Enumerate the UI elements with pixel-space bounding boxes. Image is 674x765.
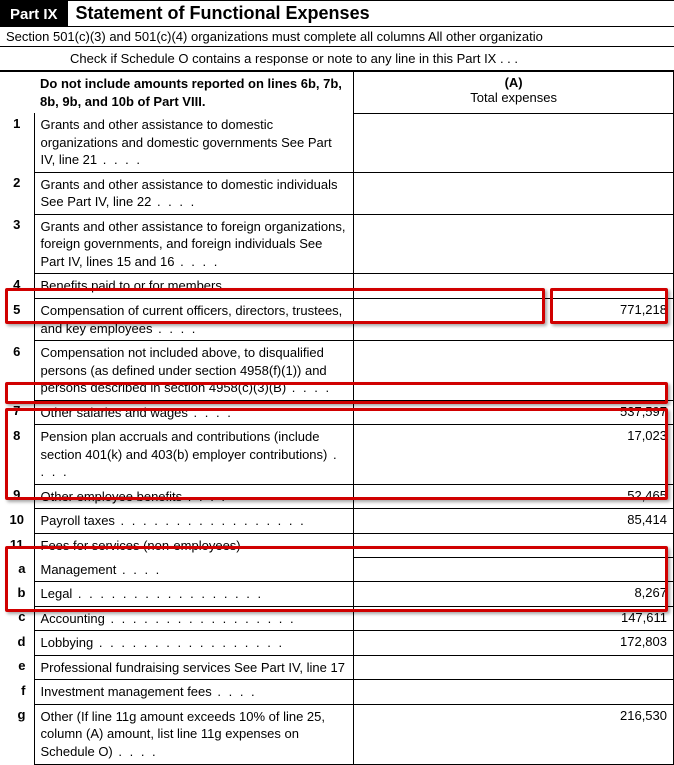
row-num: f [0, 680, 34, 705]
table-header-row: Do not include amounts reported on lines… [0, 72, 674, 114]
row-num: 4 [0, 274, 34, 299]
row-amount: 85,414 [354, 509, 674, 534]
part-header: Part IX Statement of Functional Expenses [0, 0, 674, 27]
row-amount [354, 534, 674, 558]
row-desc: Other (If line 11g amount exceeds 10% of… [34, 704, 354, 764]
row-num: 6 [0, 341, 34, 401]
row-desc: Management [34, 558, 354, 582]
row-desc: Grants and other assistance to domestic … [34, 172, 354, 214]
table-row: 5 Compensation of current officers, dire… [0, 299, 674, 341]
table-row: 6 Compensation not included above, to di… [0, 341, 674, 401]
table-row: 1 Grants and other assistance to domesti… [0, 113, 674, 172]
row-amount [354, 680, 674, 705]
row-desc: Lobbying [34, 631, 354, 656]
row-amount [354, 341, 674, 401]
row-amount [354, 214, 674, 274]
instructions-cell: Do not include amounts reported on lines… [34, 72, 354, 114]
row-amount [354, 558, 674, 582]
section-note: Section 501(c)(3) and 501(c)(4) organiza… [0, 27, 674, 47]
table-row: 7 Other salaries and wages 537,597 [0, 400, 674, 425]
row-desc: Pension plan accruals and contributions … [34, 425, 354, 485]
table-row: 4 Benefits paid to or for members [0, 274, 674, 299]
row-desc: Legal [34, 582, 354, 607]
row-num: 9 [0, 484, 34, 509]
row-num: c [0, 606, 34, 631]
row-desc: Compensation of current officers, direct… [34, 299, 354, 341]
table-row: 9 Other employee benefits 52,465 [0, 484, 674, 509]
row-num: 5 [0, 299, 34, 341]
row-desc: Other salaries and wages [34, 400, 354, 425]
table-row: d Lobbying 172,803 [0, 631, 674, 656]
table-row: g Other (If line 11g amount exceeds 10% … [0, 704, 674, 764]
expenses-table: Do not include amounts reported on lines… [0, 71, 674, 765]
row-amount: 537,597 [354, 400, 674, 425]
row-num: 3 [0, 214, 34, 274]
row-num: 10 [0, 509, 34, 534]
row-desc: Grants and other assistance to domestic … [34, 113, 354, 172]
table-row: 3 Grants and other assistance to foreign… [0, 214, 674, 274]
row-desc: Professional fundraising services See Pa… [34, 655, 354, 680]
table-row: 10 Payroll taxes 85,414 [0, 509, 674, 534]
row-amount [354, 655, 674, 680]
form-container: Part IX Statement of Functional Expenses… [0, 0, 674, 765]
row-num: g [0, 704, 34, 764]
table-row: 2 Grants and other assistance to domesti… [0, 172, 674, 214]
row-num: a [0, 558, 34, 582]
row-desc: Fees for services (non-employees) [34, 534, 354, 558]
table-row: a Management [0, 558, 674, 582]
row-amount [354, 172, 674, 214]
row-amount: 8,267 [354, 582, 674, 607]
schedule-o-note: Check if Schedule O contains a response … [0, 47, 674, 71]
row-num: 2 [0, 172, 34, 214]
row-desc: Grants and other assistance to foreign o… [34, 214, 354, 274]
column-a-header: (A) Total expenses [354, 72, 674, 114]
table-row: f Investment management fees [0, 680, 674, 705]
row-num: b [0, 582, 34, 607]
row-num: e [0, 655, 34, 680]
row-num: d [0, 631, 34, 656]
row-desc: Benefits paid to or for members [34, 274, 354, 299]
row-desc: Investment management fees [34, 680, 354, 705]
row-amount: 216,530 [354, 704, 674, 764]
row-amount: 771,218 [354, 299, 674, 341]
row-num: 8 [0, 425, 34, 485]
table-row: c Accounting 147,611 [0, 606, 674, 631]
table-row: b Legal 8,267 [0, 582, 674, 607]
table-row: 8 Pension plan accruals and contribution… [0, 425, 674, 485]
row-amount [354, 113, 674, 172]
row-desc: Payroll taxes [34, 509, 354, 534]
row-amount: 172,803 [354, 631, 674, 656]
row-num: 7 [0, 400, 34, 425]
row-num: 11 [0, 534, 34, 558]
table-row: e Professional fundraising services See … [0, 655, 674, 680]
row-desc: Compensation not included above, to disq… [34, 341, 354, 401]
part-badge: Part IX [0, 1, 68, 27]
row-amount: 52,465 [354, 484, 674, 509]
row-desc: Accounting [34, 606, 354, 631]
row-desc: Other employee benefits [34, 484, 354, 509]
row-amount: 147,611 [354, 606, 674, 631]
row-amount [354, 274, 674, 299]
row-num: 1 [0, 113, 34, 172]
part-title: Statement of Functional Expenses [68, 1, 674, 27]
table-row: 11 Fees for services (non-employees) [0, 534, 674, 558]
row-amount: 17,023 [354, 425, 674, 485]
